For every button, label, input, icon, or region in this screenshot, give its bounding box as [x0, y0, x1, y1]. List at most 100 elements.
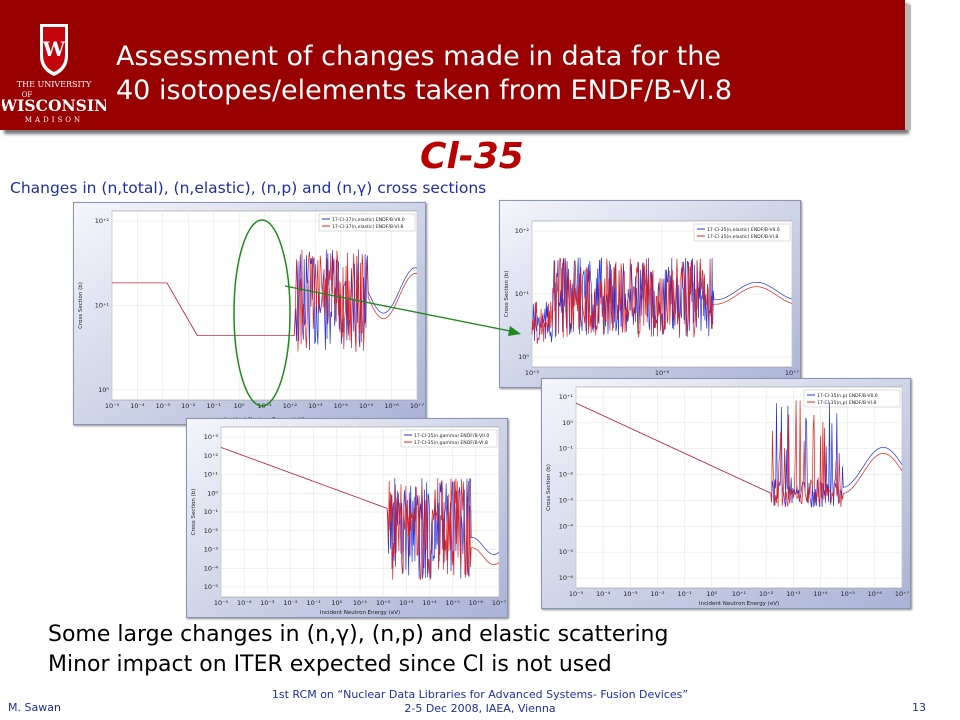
- x-tick-label: 10⁻¹: [307, 599, 322, 607]
- y-tick-label: 10⁰: [562, 419, 573, 427]
- x-tick-label: 10⁺⁵: [359, 402, 374, 410]
- y-tick-label: 10⁺¹: [515, 290, 530, 298]
- x-tick-label: 10⁺⁴: [422, 599, 437, 607]
- x-tick-label: 10⁺⁷: [785, 369, 800, 377]
- x-tick-label: 10⁰: [331, 599, 342, 607]
- y-axis-label: Cross Section (b): [78, 282, 84, 329]
- series-line-vi8: [531, 257, 793, 345]
- x-tick-label: 10⁺⁵: [841, 590, 856, 598]
- x-tick-label: 10⁺²: [283, 402, 298, 410]
- x-tick-label: 10⁻⁵: [105, 402, 120, 410]
- subject-heading: Cl-35: [420, 136, 524, 177]
- x-tick-label: 10⁺⁴: [334, 402, 349, 410]
- legend-box: [400, 429, 498, 448]
- legend-box: [693, 223, 791, 242]
- x-tick-label: 10⁺¹: [257, 402, 272, 410]
- uw-logo: W THE UNIVERSITY OF WISCONSIN MADISON: [2, 24, 106, 124]
- x-tick-label: 10⁰: [234, 402, 245, 410]
- y-tick-label: 10⁰: [207, 489, 218, 497]
- plot-elastic-cl37: 10⁻⁵ 10⁻⁴ 10⁻³ 10⁻² 10⁻¹ 10⁰ 10⁺¹ 10⁺² 10⁺³ 10⁺⁴ 1…: [74, 203, 425, 424]
- x-tick-label: 10⁺⁷: [492, 599, 507, 607]
- x-tick-label: 10⁺⁵: [525, 369, 540, 377]
- y-tick-label: 10⁺³: [204, 433, 219, 441]
- y-tick-label: 10⁻⁴: [204, 564, 219, 572]
- x-tick-label: 10⁺⁶: [469, 599, 484, 607]
- y-tick-label: 10⁻⁶: [559, 574, 574, 582]
- y-tick-label: 10⁻³: [204, 546, 219, 554]
- x-tick-label: 10⁺³: [308, 402, 323, 410]
- plot-panel-np-cl35: 10⁻⁵ 10⁻⁴ 10⁻³ 10⁻² 10⁻¹ 10⁰ 10⁺¹ 10⁺² 10⁺³ 10⁺⁴ 1…: [541, 378, 911, 609]
- x-tick-label: 10⁻²: [283, 599, 298, 607]
- legend-entry: 17-Cl-35(n,p) ENDF/B-VII.0: [817, 393, 878, 399]
- y-tick-label: 10⁺¹: [95, 302, 110, 310]
- x-axis-label: Incident Neutron Energy (eV): [699, 601, 779, 607]
- x-tick-label: 10⁰: [706, 590, 717, 598]
- x-tick-label: 10⁺²: [376, 599, 391, 607]
- crest-letter: W: [42, 37, 66, 61]
- series-line-vi8: [575, 400, 903, 508]
- y-tick-label: 10⁺²: [95, 217, 110, 225]
- y-tick-label: 10⁺²: [204, 452, 219, 460]
- x-tick-label: 10⁺⁷: [410, 402, 425, 410]
- x-tick-label: 10⁻³: [260, 599, 275, 607]
- x-tick-label: 10⁻¹: [678, 590, 693, 598]
- x-tick-label: 10⁺³: [399, 599, 414, 607]
- plot-np-cl35: 10⁻⁵ 10⁻⁴ 10⁻³ 10⁻² 10⁻¹ 10⁰ 10⁺¹ 10⁺² 10⁺³ 10⁺⁴ 1…: [542, 379, 910, 608]
- x-tick-label: 10⁺⁵: [446, 599, 461, 607]
- y-tick-label: 10⁻⁴: [559, 522, 574, 530]
- series-line-vii0: [531, 257, 793, 343]
- banner-edge: [905, 5, 911, 130]
- plot-panel-elastic-cl37: 10⁻⁵ 10⁻⁴ 10⁻³ 10⁻² 10⁻¹ 10⁰ 10⁺¹ 10⁺² 10⁺³ 10⁺⁴ 1…: [73, 202, 426, 425]
- x-axis-label: Incident Neutron Energy (eV): [320, 610, 400, 616]
- uw-crest-icon: W: [40, 24, 68, 76]
- x-tick-label: 10⁺⁷: [895, 590, 910, 598]
- x-tick-label: 10⁻⁵: [569, 590, 584, 598]
- legend-entry: 17-Cl-35(n,elastic) ENDF/B-VI.8: [707, 234, 778, 240]
- summary-bullets: Some large changes in (n,γ), (n,p) and e…: [48, 620, 668, 680]
- y-tick-label: 10⁻¹: [204, 508, 219, 516]
- slide-title: Assessment of changes made in data for t…: [116, 40, 896, 108]
- y-tick-label: 10⁻¹: [559, 445, 574, 453]
- page-number: 13: [912, 701, 926, 714]
- y-tick-label: 10⁺¹: [559, 393, 574, 401]
- logo-line3: MADISON: [25, 116, 83, 124]
- slide-subtitle: Changes in (n,total), (n,elastic), (n,p)…: [10, 179, 487, 197]
- bullet-2: Minor impact on ITER expected since Cl i…: [48, 652, 612, 677]
- bullet-1: Some large changes in (n,γ), (n,p) and e…: [48, 622, 669, 647]
- title-line-2: 40 isotopes/elements taken from ENDF/B-V…: [116, 75, 733, 106]
- x-tick-label: 10⁺¹: [353, 599, 368, 607]
- y-tick-label: 10⁻⁵: [559, 548, 574, 556]
- x-tick-label: 10⁻²: [650, 590, 665, 598]
- footer-line-2: 2-5 Dec 2008, IAEA, Vienna: [404, 702, 556, 715]
- x-tick-label: 10⁻³: [156, 402, 171, 410]
- y-tick-label: 10⁻²: [204, 527, 219, 535]
- plot-gamma-cl35: 10⁻⁵ 10⁻⁴ 10⁻³ 10⁻² 10⁻¹ 10⁰ 10⁺¹ 10⁺² 10⁺³ 10⁺⁴ 1…: [187, 419, 507, 617]
- y-tick-label: 10⁺²: [515, 227, 530, 235]
- logo-of: OF: [22, 91, 33, 99]
- y-tick-label: 10⁰: [98, 386, 109, 394]
- legend-box: [318, 213, 416, 232]
- plot-elastic-cl35: 10⁺⁵10⁺⁶10⁺⁷10⁺²10⁺¹10⁰Incident Neutron …: [500, 201, 800, 387]
- logo-line2: WISCONSIN: [2, 96, 106, 115]
- legend-box: [803, 389, 901, 408]
- x-tick-label: 10⁺⁴: [813, 590, 828, 598]
- x-tick-label: 10⁻⁵: [214, 599, 229, 607]
- y-tick-label: 10⁻⁵: [204, 583, 219, 591]
- x-tick-label: 10⁺⁶: [655, 369, 670, 377]
- legend-entry: 17-Cl-35(n,gamma) ENDF/B-VII.0: [414, 433, 489, 439]
- footer-line-1: 1st RCM on “Nuclear Data Libraries for A…: [271, 688, 689, 701]
- legend-entry: 17-Cl-37(n,elastic) ENDF/B-VI.8: [332, 224, 403, 230]
- y-tick-label: 10⁰: [518, 353, 529, 361]
- y-tick-label: 10⁻³: [559, 496, 574, 504]
- x-tick-label: 10⁺⁶: [384, 402, 399, 410]
- logo-line1: THE UNIVERSITY: [17, 80, 92, 89]
- footer-author: M. Sawan: [8, 701, 61, 714]
- legend-entry: 17-Cl-35(n,gamma) ENDF/B-VI.8: [414, 440, 488, 446]
- title-line-1: Assessment of changes made in data for t…: [116, 41, 721, 72]
- plot-panel-elastic-cl35: 10⁺⁵10⁺⁶10⁺⁷10⁺²10⁺¹10⁰Incident Neutron …: [499, 200, 801, 388]
- y-axis-label: Cross Section (b): [504, 271, 510, 318]
- legend-entry: 17-Cl-37(n,elastic) ENDF/B-VII.0: [332, 217, 405, 223]
- legend-entry: 17-Cl-35(n,elastic) ENDF/B-VII.0: [707, 227, 780, 233]
- x-tick-label: 10⁺¹: [732, 590, 747, 598]
- x-tick-label: 10⁻¹: [207, 402, 222, 410]
